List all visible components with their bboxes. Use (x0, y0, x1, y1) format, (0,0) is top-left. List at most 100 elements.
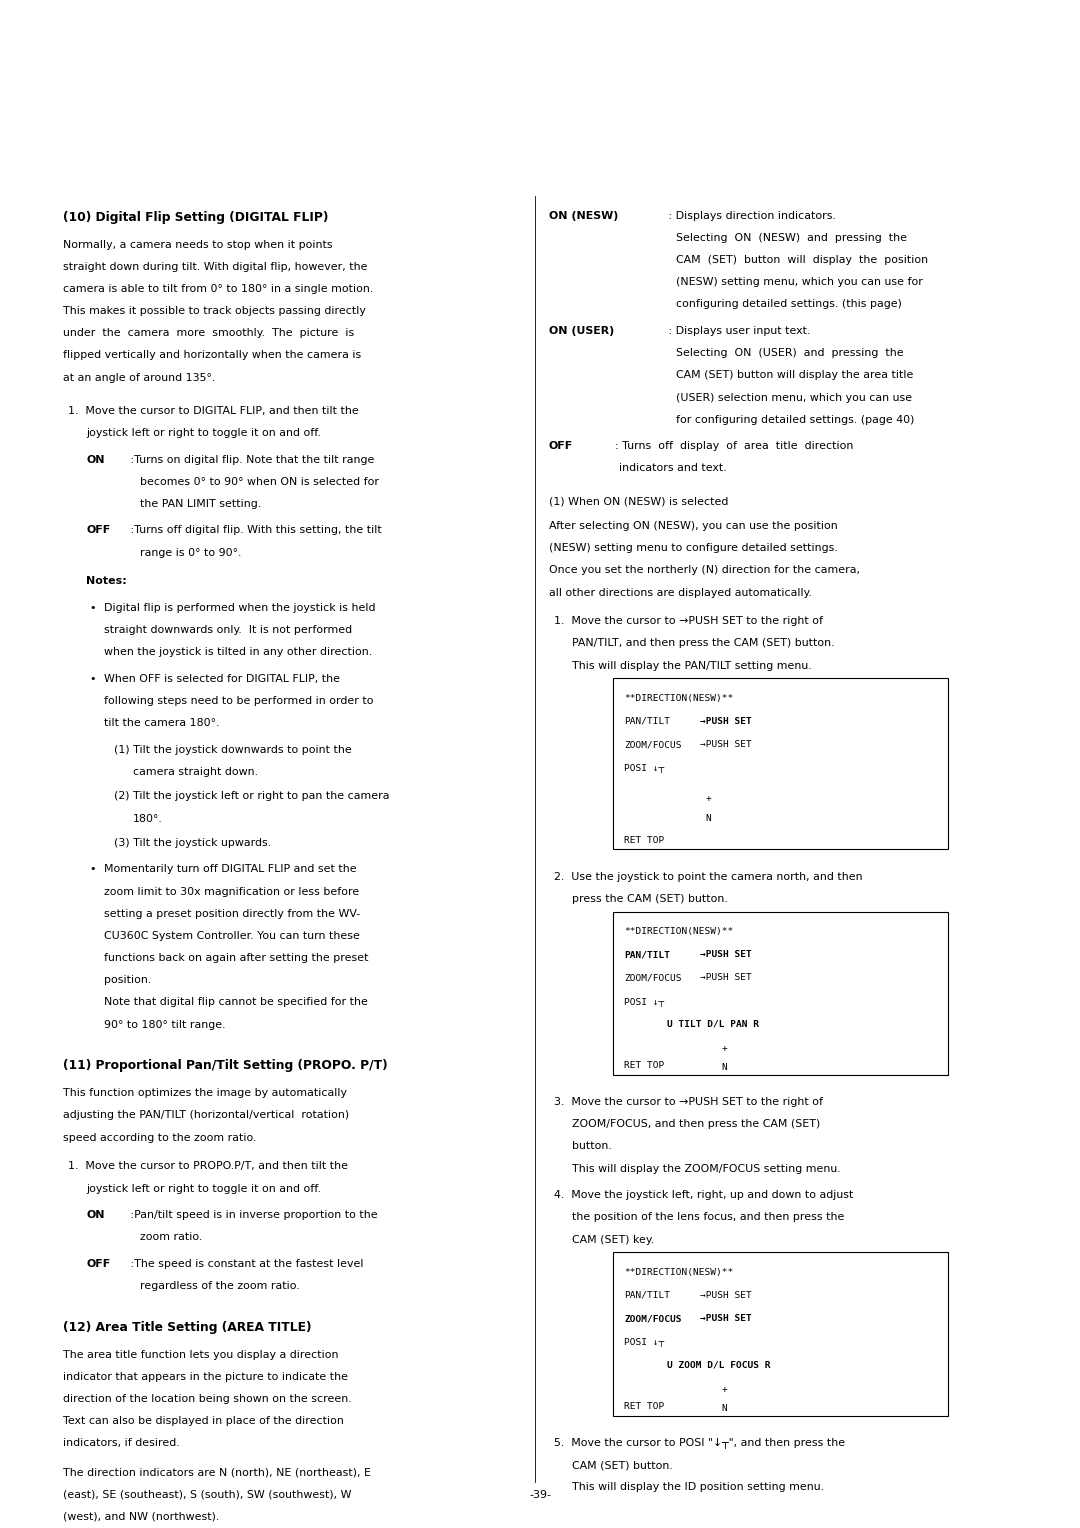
Text: indicators, if desired.: indicators, if desired. (63, 1438, 179, 1449)
Text: flipped vertically and horizontally when the camera is: flipped vertically and horizontally when… (63, 350, 361, 361)
Text: (12) Area Title Setting (AREA TITLE): (12) Area Title Setting (AREA TITLE) (63, 1320, 311, 1334)
Text: U TILT D/L PAN R: U TILT D/L PAN R (667, 1019, 759, 1028)
Text: PAN/TILT: PAN/TILT (624, 717, 671, 726)
Text: Note that digital flip cannot be specified for the: Note that digital flip cannot be specifi… (104, 998, 367, 1007)
Text: N: N (705, 814, 711, 824)
Text: 1.  Move the cursor to PROPO.P/T, and then tilt the: 1. Move the cursor to PROPO.P/T, and the… (68, 1161, 348, 1172)
Text: (NESW) setting menu to configure detailed settings.: (NESW) setting menu to configure detaile… (549, 542, 837, 553)
Text: **DIRECTION(NESW)**: **DIRECTION(NESW)** (624, 1268, 733, 1276)
Text: **DIRECTION(NESW)**: **DIRECTION(NESW)** (624, 927, 733, 935)
Text: for configuring detailed settings. (page 40): for configuring detailed settings. (page… (676, 414, 915, 425)
Text: joystick left or right to toggle it on and off.: joystick left or right to toggle it on a… (86, 428, 321, 439)
Text: (1) Tilt the joystick downwards to point the: (1) Tilt the joystick downwards to point… (114, 744, 352, 755)
Bar (651, 998, 934, 1021)
Text: +: + (705, 795, 711, 804)
Text: (3) Tilt the joystick upwards.: (3) Tilt the joystick upwards. (114, 837, 271, 848)
Text: The area title function lets you display a direction: The area title function lets you display… (63, 1349, 338, 1360)
Text: POSI ↓┬: POSI ↓┬ (624, 1337, 664, 1346)
Bar (613, 678, 948, 850)
Text: :The speed is constant at the fastest level: :The speed is constant at the fastest le… (127, 1259, 364, 1268)
Text: direction of the location being shown on the screen.: direction of the location being shown on… (63, 1394, 351, 1404)
Text: This will display the ID position setting menu.: This will display the ID position settin… (572, 1482, 824, 1493)
Text: joystick left or right to toggle it on and off.: joystick left or right to toggle it on a… (86, 1184, 321, 1193)
Text: POSI ↓┬: POSI ↓┬ (624, 996, 664, 1005)
Text: When OFF is selected for DIGITAL FLIP, the: When OFF is selected for DIGITAL FLIP, t… (104, 674, 340, 685)
Text: 1.  Move the cursor to DIGITAL FLIP, and then tilt the: 1. Move the cursor to DIGITAL FLIP, and … (68, 406, 359, 416)
Text: indicator that appears in the picture to indicate the: indicator that appears in the picture to… (63, 1372, 348, 1381)
Bar (651, 1339, 934, 1361)
Text: POSI ↓┬: POSI ↓┬ (624, 764, 664, 773)
Text: when the joystick is tilted in any other direction.: when the joystick is tilted in any other… (104, 648, 372, 657)
Text: indicators and text.: indicators and text. (619, 463, 727, 474)
Text: speed according to the zoom ratio.: speed according to the zoom ratio. (63, 1132, 256, 1143)
Bar (619, 927, 943, 952)
Text: •: • (90, 674, 96, 685)
Text: Selecting  ON  (NESW)  and  pressing  the: Selecting ON (NESW) and pressing the (676, 232, 907, 243)
Text: (USER) selection menu, which you can use: (USER) selection menu, which you can use (676, 393, 913, 402)
Text: camera straight down.: camera straight down. (133, 767, 258, 776)
Text: straight downwards only.  It is not performed: straight downwards only. It is not perfo… (104, 625, 352, 636)
Text: : Displays user input text.: : Displays user input text. (665, 325, 811, 336)
Text: **DIRECTION(NESW)**: **DIRECTION(NESW)** (624, 694, 733, 703)
Text: (NESW) setting menu, which you can use for: (NESW) setting menu, which you can use f… (676, 277, 923, 287)
Text: (10) Digital Flip Setting (DIGITAL FLIP): (10) Digital Flip Setting (DIGITAL FLIP) (63, 211, 328, 225)
Text: PAN/TILT, and then press the CAM (SET) button.: PAN/TILT, and then press the CAM (SET) b… (572, 639, 835, 648)
Text: (1) When ON (NESW) is selected: (1) When ON (NESW) is selected (549, 497, 728, 507)
Text: 3.  Move the cursor to →PUSH SET to the right of: 3. Move the cursor to →PUSH SET to the r… (554, 1097, 823, 1108)
Text: : Displays direction indicators.: : Displays direction indicators. (665, 211, 836, 222)
Text: CAM  (SET)  button  will  display  the  position: CAM (SET) button will display the positi… (676, 255, 928, 266)
Text: Digital flip is performed when the joystick is held: Digital flip is performed when the joyst… (104, 604, 375, 613)
Text: CU360C System Controller. You can turn these: CU360C System Controller. You can turn t… (104, 931, 360, 941)
Text: The direction indicators are N (north), NE (northeast), E: The direction indicators are N (north), … (63, 1467, 370, 1478)
Text: (2) Tilt the joystick left or right to pan the camera: (2) Tilt the joystick left or right to p… (114, 792, 390, 801)
Text: ZOOM/FOCUS: ZOOM/FOCUS (624, 973, 681, 983)
Text: ZOOM/FOCUS: ZOOM/FOCUS (624, 740, 681, 749)
Text: OFF: OFF (86, 526, 110, 535)
Text: :Turns off digital flip. With this setting, the tilt: :Turns off digital flip. With this setti… (127, 526, 382, 535)
Text: 4.  Move the joystick left, right, up and down to adjust: 4. Move the joystick left, right, up and… (554, 1190, 853, 1199)
Text: OFF: OFF (549, 442, 572, 451)
Bar (619, 1293, 943, 1316)
Text: N: N (721, 1063, 727, 1073)
Text: button.: button. (572, 1141, 612, 1152)
Text: →PUSH SET: →PUSH SET (700, 1291, 752, 1300)
Text: press the CAM (SET) button.: press the CAM (SET) button. (572, 894, 728, 903)
Text: ON (NESW): ON (NESW) (549, 211, 618, 222)
Text: →PUSH SET: →PUSH SET (700, 740, 752, 749)
Text: OFF: OFF (86, 1259, 110, 1268)
Text: Momentarily turn off DIGITAL FLIP and set the: Momentarily turn off DIGITAL FLIP and se… (104, 865, 356, 874)
Text: 2.  Use the joystick to point the camera north, and then: 2. Use the joystick to point the camera … (554, 871, 863, 882)
Text: ON: ON (86, 454, 105, 465)
Text: (east), SE (southeast), S (south), SW (southwest), W: (east), SE (southeast), S (south), SW (s… (63, 1490, 351, 1499)
Text: 1.  Move the cursor to →PUSH SET to the right of: 1. Move the cursor to →PUSH SET to the r… (554, 616, 823, 626)
Text: →PUSH SET: →PUSH SET (700, 717, 752, 726)
Text: This makes it possible to track objects passing directly: This makes it possible to track objects … (63, 306, 365, 316)
Text: at an angle of around 135°.: at an angle of around 135°. (63, 373, 215, 382)
Text: ON: ON (86, 1210, 105, 1219)
Text: Selecting  ON  (USER)  and  pressing  the: Selecting ON (USER) and pressing the (676, 348, 904, 358)
Text: all other directions are displayed automatically.: all other directions are displayed autom… (549, 587, 811, 597)
Text: (11) Proportional Pan/Tilt Setting (PROPO. P/T): (11) Proportional Pan/Tilt Setting (PROP… (63, 1059, 388, 1073)
Text: following steps need to be performed in order to: following steps need to be performed in … (104, 697, 374, 706)
Text: •: • (90, 865, 96, 874)
Text: After selecting ON (NESW), you can use the position: After selecting ON (NESW), you can use t… (549, 521, 837, 532)
Text: RET TOP: RET TOP (624, 1062, 664, 1070)
Text: setting a preset position directly from the WV-: setting a preset position directly from … (104, 909, 360, 918)
Text: (west), and NW (northwest).: (west), and NW (northwest). (63, 1511, 219, 1522)
Text: functions back on again after setting the preset: functions back on again after setting th… (104, 953, 368, 963)
Text: →PUSH SET: →PUSH SET (700, 1314, 752, 1323)
Text: Text can also be displayed in place of the direction: Text can also be displayed in place of t… (63, 1416, 343, 1426)
Text: -39-: -39- (529, 1490, 551, 1500)
Text: the PAN LIMIT setting.: the PAN LIMIT setting. (140, 498, 261, 509)
Text: ON (USER): ON (USER) (549, 325, 613, 336)
Text: 5.  Move the cursor to POSI "↓┬", and then press the: 5. Move the cursor to POSI "↓┬", and the… (554, 1438, 846, 1449)
Text: PAN/TILT: PAN/TILT (624, 950, 671, 960)
Text: position.: position. (104, 975, 151, 986)
Text: zoom limit to 30x magnification or less before: zoom limit to 30x magnification or less … (104, 886, 359, 897)
Text: ZOOM/FOCUS: ZOOM/FOCUS (624, 1314, 681, 1323)
Text: CAM (SET) button will display the area title: CAM (SET) button will display the area t… (676, 370, 914, 380)
Text: regardless of the zoom ratio.: regardless of the zoom ratio. (140, 1280, 300, 1291)
Text: N: N (721, 1404, 727, 1413)
Text: This will display the PAN/TILT setting menu.: This will display the PAN/TILT setting m… (572, 660, 812, 671)
Text: :Pan/tilt speed is in inverse proportion to the: :Pan/tilt speed is in inverse proportion… (127, 1210, 378, 1219)
